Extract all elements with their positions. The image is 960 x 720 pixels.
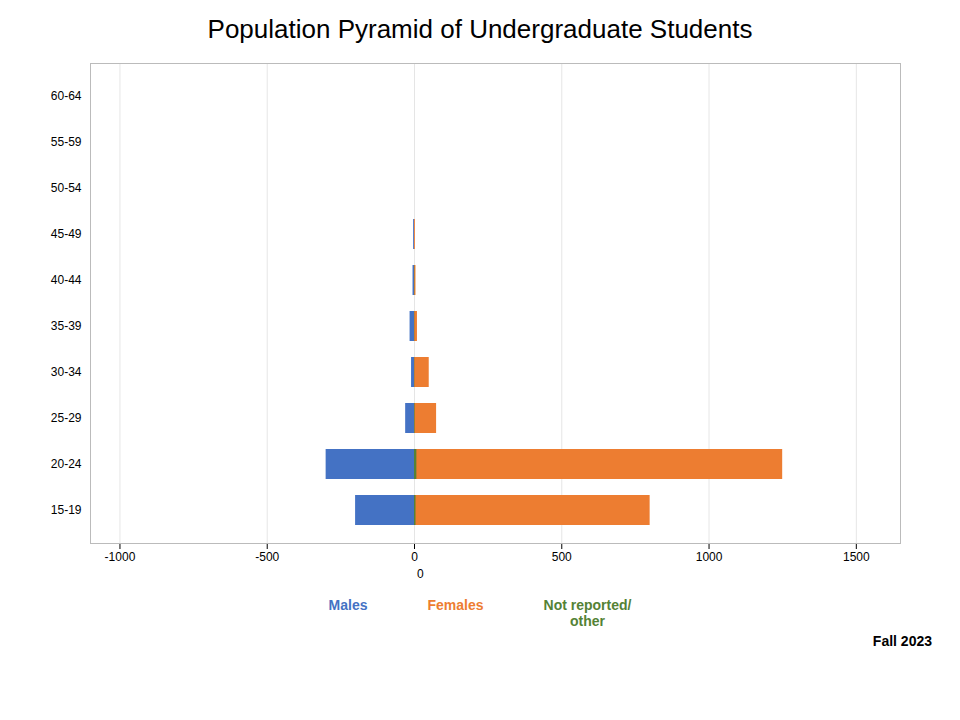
html-text:Not reported/ other: Not reported/ other (543, 597, 632, 629)
html-text:Population Pyramid of Undergra: Population Pyramid of Undergraduate Stud… (207, 14, 753, 44)
svg-text:50-54: 50-54 (51, 181, 82, 195)
svg-text:20-24: 20-24 (51, 457, 82, 471)
svg-text:60-64: 60-64 (51, 89, 82, 103)
svg-text:45-49: 45-49 (51, 227, 82, 241)
svg-text:35-39: 35-39 (51, 319, 82, 333)
svg-text:0: 0 (417, 567, 424, 581)
svg-text:0: 0 (411, 550, 418, 564)
svg-text:-1000: -1000 (105, 550, 136, 564)
svg-text:30-34: 30-34 (51, 365, 82, 379)
svg-text:500: 500 (552, 550, 572, 564)
svg-text:55-59: 55-59 (51, 135, 82, 149)
svg-text:15-19: 15-19 (51, 503, 82, 517)
svg-text:1000: 1000 (696, 550, 723, 564)
html-text:Males: Males (328, 597, 368, 613)
svg-text:25-29: 25-29 (51, 411, 82, 425)
svg-text:40-44: 40-44 (51, 273, 82, 287)
svg-text:-500: -500 (255, 550, 279, 564)
svg-text:1500: 1500 (843, 550, 870, 564)
html-text:Fall 2023: Fall 2023 (872, 633, 932, 649)
html-text:Females: Females (427, 597, 484, 613)
